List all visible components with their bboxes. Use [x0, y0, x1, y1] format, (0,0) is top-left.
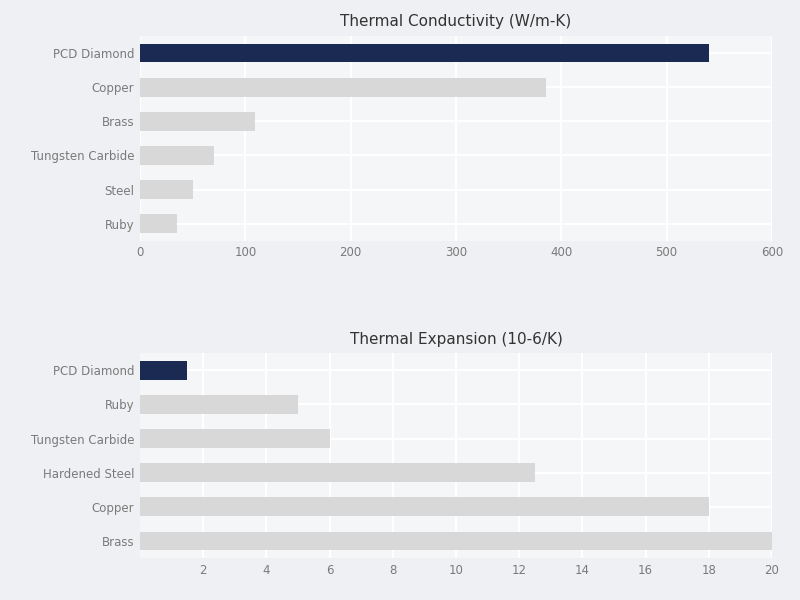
Bar — [140, 44, 709, 62]
Bar — [140, 497, 709, 516]
Bar — [140, 180, 193, 199]
Bar — [140, 78, 546, 97]
Title: Thermal Conductivity (W/m-K): Thermal Conductivity (W/m-K) — [340, 14, 572, 29]
Bar — [140, 112, 255, 131]
Bar — [140, 395, 298, 414]
Bar — [140, 463, 535, 482]
Bar — [140, 214, 177, 233]
Title: Thermal Expansion (10-6/K): Thermal Expansion (10-6/K) — [350, 332, 562, 347]
Bar — [140, 532, 772, 550]
Bar — [140, 361, 187, 380]
Bar — [140, 429, 330, 448]
Bar — [140, 146, 214, 165]
